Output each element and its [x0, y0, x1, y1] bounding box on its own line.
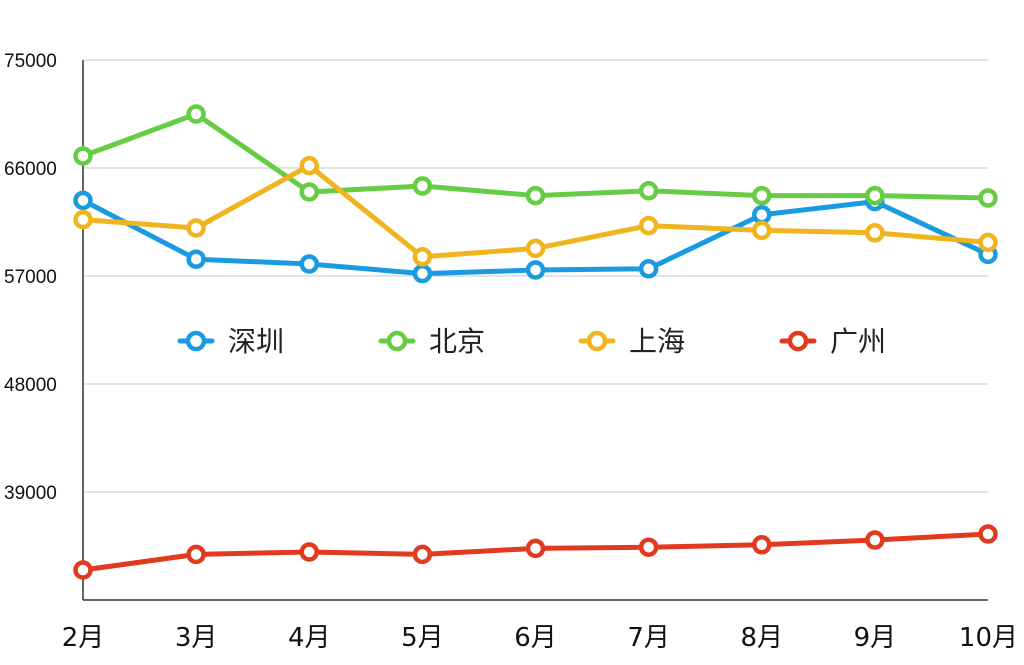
data-point: [412, 544, 433, 565]
data-point: [73, 146, 93, 166]
x-tick-label: 7月: [627, 623, 670, 653]
series-3: [73, 524, 998, 580]
data-point: [299, 155, 319, 176]
data-point: [865, 223, 885, 243]
y-tick-label: 48000: [4, 375, 57, 396]
y-tick-label: 57000: [4, 267, 57, 288]
data-point: [978, 188, 998, 208]
data-point: [752, 220, 772, 241]
data-point: [412, 247, 433, 267]
series-group: [73, 104, 998, 580]
data-point: [638, 259, 659, 279]
data-point: [525, 185, 546, 206]
y-tick-label: 66000: [4, 159, 57, 180]
legend-item: 广州: [779, 325, 886, 358]
data-point: [638, 215, 659, 236]
x-tick-label: 4月: [288, 623, 331, 653]
y-tick-label: 39000: [4, 483, 57, 504]
legend-label: 上海: [629, 325, 685, 358]
data-point: [525, 260, 546, 280]
x-tick-label: 5月: [401, 623, 444, 653]
data-point: [752, 205, 772, 225]
series-line: [80, 111, 991, 201]
legend-swatch-marker: [185, 330, 207, 352]
data-point: [412, 263, 433, 284]
x-tick-label: 6月: [514, 623, 557, 653]
data-point: [865, 185, 885, 206]
data-point: [638, 181, 659, 201]
legend: 深圳 北京 上海 广州: [177, 325, 886, 358]
x-tick-label: 2月: [62, 623, 105, 653]
series-2: [73, 155, 998, 267]
data-point: [412, 176, 433, 196]
data-point: [186, 218, 206, 238]
legend-label: 北京: [429, 325, 485, 358]
data-point: [186, 249, 206, 269]
data-point: [73, 560, 93, 580]
legend-item: 北京: [378, 325, 485, 358]
y-axis-tick-labels: 75000 66000 57000 48000 39000: [4, 51, 57, 504]
x-axis-tick-labels: 2月 3月 4月 5月 6月 7月 8月 9月 10月: [62, 623, 1018, 653]
x-tick-label: 9月: [854, 623, 897, 653]
data-point: [186, 544, 206, 565]
y-tick-label: 75000: [4, 51, 57, 72]
data-point: [186, 104, 206, 124]
data-point: [525, 238, 546, 259]
legend-swatch-marker: [586, 330, 608, 352]
data-point: [638, 537, 659, 557]
series-0: [73, 190, 998, 284]
legend-item: 上海: [578, 325, 685, 358]
data-point: [299, 542, 319, 562]
legend-swatch-marker: [787, 330, 809, 352]
data-point: [978, 524, 998, 544]
data-point: [752, 535, 772, 555]
series-1: [73, 104, 998, 208]
data-point: [752, 185, 772, 206]
legend-label: 广州: [830, 325, 886, 358]
data-point: [525, 538, 546, 559]
data-point: [73, 209, 93, 230]
data-point: [978, 232, 998, 253]
data-point: [299, 182, 319, 202]
data-point: [865, 530, 885, 550]
x-tick-label: 3月: [175, 623, 218, 653]
x-tick-label: 10月: [959, 623, 1018, 653]
legend-label: 深圳: [228, 325, 284, 358]
x-tick-label: 8月: [740, 623, 783, 653]
data-point: [73, 190, 93, 211]
data-point: [299, 254, 319, 274]
legend-item: 深圳: [177, 325, 284, 358]
legend-swatch-marker: [386, 330, 408, 352]
